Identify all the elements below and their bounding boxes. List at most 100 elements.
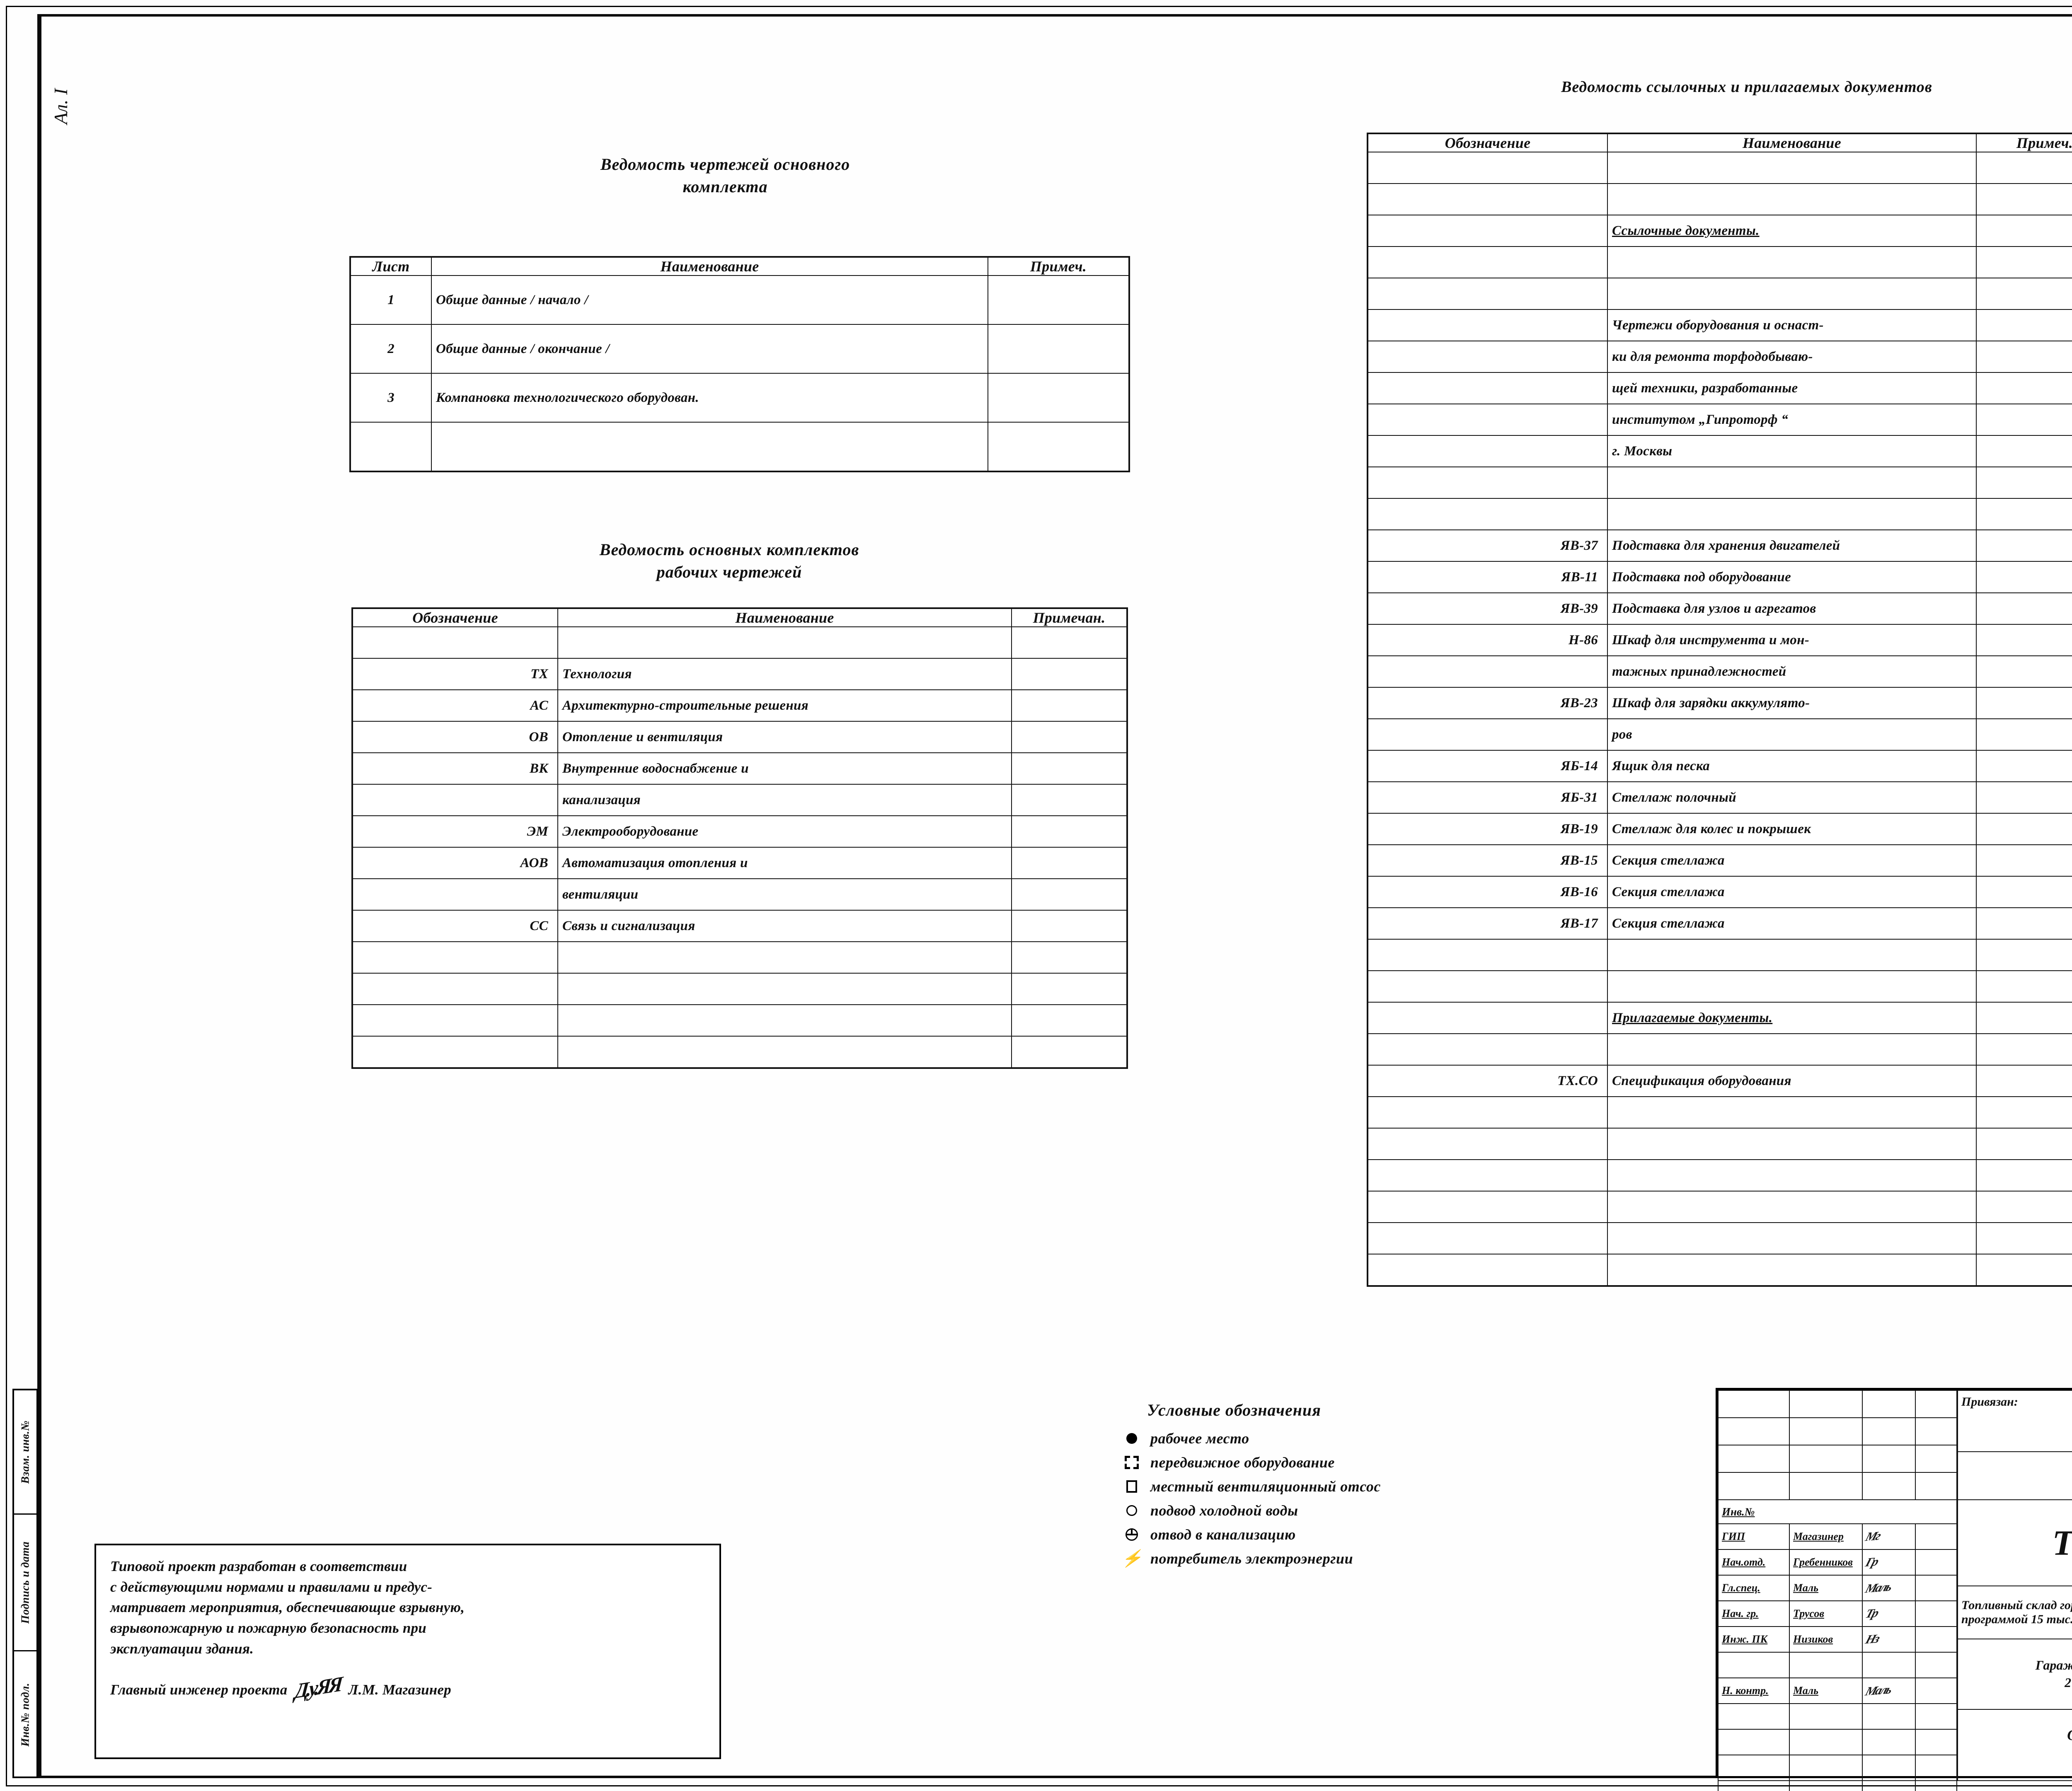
margin-cell-zam-inv: Взам. инв.№ — [14, 1390, 36, 1515]
cell-code — [1368, 1159, 1608, 1192]
legend-label: подвод холодной воды — [1150, 1502, 1298, 1519]
table-row: ВК Внутренние водоснабжение и — [352, 752, 1127, 785]
cell-note — [1976, 624, 2072, 656]
signatory-row: Инж. ПК Низиков Нз — [1718, 1626, 1957, 1653]
table-row: АС Архитектурно-строительные решения — [352, 689, 1127, 722]
table-row: вентиляции — [352, 878, 1127, 911]
cell-name: ров — [1607, 718, 1977, 751]
lightning-bolt-icon: ⚡ — [1121, 1549, 1142, 1568]
table-row — [1368, 466, 2072, 499]
cell-note — [988, 324, 1129, 374]
table-row — [352, 626, 1127, 659]
signatory-row — [1718, 1652, 1957, 1678]
cell-sheet — [1789, 1780, 1863, 1791]
legend-label: местный вентиляционный отсос — [1150, 1478, 1381, 1495]
cell-sheet — [1789, 1703, 1863, 1730]
cell-code — [1368, 939, 1608, 971]
legend-symbol — [1119, 1528, 1145, 1541]
cell-name: Ящик для песка — [1607, 750, 1977, 782]
cell-sheet: 1 — [350, 275, 432, 325]
col-header-note: Примеч. — [1976, 133, 2072, 152]
margin-cell-inv-podl: Инв.№ подл. — [14, 1651, 36, 1778]
table-row: АОВ Автоматизация отопления и — [352, 847, 1127, 879]
cell-code: ЯБ-14 — [1368, 750, 1608, 782]
table-row: щей техники, разработанные — [1368, 372, 2072, 404]
cell-name: институтом „Гипроторф “ — [1607, 404, 1977, 436]
open-square-icon — [1126, 1480, 1137, 1493]
cell-sheet: 2 — [350, 324, 432, 374]
cell-code — [352, 973, 558, 1005]
cell-note — [1976, 718, 2072, 751]
cell-note — [1976, 1222, 2072, 1254]
cell-code: ОВ — [352, 721, 558, 753]
binding-extra-row — [1957, 1451, 2072, 1500]
cell-code — [1368, 1191, 1608, 1223]
building-line-2: 2 автопогрузчика — [2065, 1675, 2072, 1690]
cell-name: Секция стеллажа — [1607, 844, 1977, 877]
note-signature-line: Главный инженер проекта Д.у.ЯЯ Л.М. Мага… — [110, 1672, 705, 1703]
cell-code: ЯВ-23 — [1368, 687, 1608, 719]
signatory-role: Гл.спец. — [1718, 1575, 1790, 1601]
cell-name: вентиляции — [557, 878, 1012, 911]
revision-row — [1718, 1445, 1957, 1473]
cell-name: Компановка технологического оборудован. — [431, 373, 988, 423]
cell-code — [1368, 215, 1608, 247]
table-row — [1368, 939, 2072, 971]
building-name-cell: Гараж на 2 автомашины и 2 автопогрузчика — [1957, 1639, 2072, 1710]
signatory-date — [1915, 1549, 1957, 1576]
cell-note — [1976, 246, 2072, 278]
table-header-row: Лист Наименование Примеч. — [350, 257, 1129, 276]
legend-block: Условные обозначения рабочее место передв… — [1119, 1400, 1666, 1571]
table-working-sets-title: Ведомость основных комплектов рабочих че… — [356, 539, 1102, 583]
binding-label: Привязан: — [1957, 1390, 2072, 1452]
cell-name — [1607, 183, 1977, 215]
cell-note — [1976, 529, 2072, 562]
signatory-row: Нач.отд. Гребенников Гр — [1718, 1549, 1957, 1576]
cell-name: щей техники, разработанные — [1607, 372, 1977, 404]
cell-name — [1607, 1191, 1977, 1223]
table-row: ров — [1368, 718, 2072, 751]
table-row — [1368, 1191, 2072, 1223]
cell-code — [1368, 970, 1608, 1003]
table-row: ЯВ-15 Секция стеллажа — [1368, 844, 2072, 877]
cell-sign — [1915, 1472, 1957, 1500]
cell-note — [1976, 907, 2072, 940]
cell-note — [1976, 844, 2072, 877]
cell-note — [1011, 973, 1127, 1005]
cell-sheet — [1789, 1755, 1863, 1781]
cell-name: Отопление и вентиляция — [557, 721, 1012, 753]
cell-code: СС — [352, 910, 558, 942]
cell-note — [1011, 910, 1127, 942]
cell-name: Стеллаж для колес и покрышек — [1607, 813, 1977, 845]
cell-code: ТХ — [352, 658, 558, 690]
cell-code — [1368, 1222, 1608, 1254]
table-row: ТХ Технология — [352, 658, 1127, 690]
cell-doc — [1862, 1755, 1916, 1781]
signatory-role: ГИП — [1718, 1523, 1790, 1550]
cell-code — [1368, 466, 1608, 499]
cell-code: ЭМ — [352, 815, 558, 848]
revision-row — [1718, 1390, 1957, 1418]
table-row: ЯВ-11 Подставка под оборудование — [1368, 561, 2072, 593]
document-line-2: / начало / — [1961, 1745, 2072, 1764]
signatory-date — [1915, 1652, 1957, 1678]
cell-sign — [1915, 1445, 1957, 1473]
cell-name: Подставка под оборудование — [1607, 561, 1977, 593]
cell-code: ЯВ-16 — [1368, 876, 1608, 908]
signatory-name — [1789, 1652, 1863, 1678]
cell-name: Шкаф для зарядки аккумулято- — [1607, 687, 1977, 719]
cell-code — [1368, 1128, 1608, 1160]
table-reference-docs-title: Ведомость ссылочных и прилагаемых докуме… — [1561, 78, 1932, 96]
object-line-1: Топливный склад гор(рай)топсбыта с годов… — [1961, 1598, 2072, 1612]
cell-note — [988, 422, 1129, 471]
cell-code: ЯБ-31 — [1368, 781, 1608, 814]
cell-note — [1976, 1191, 2072, 1223]
cell-sheet — [1789, 1445, 1863, 1473]
compliance-note-box: Типовой проект разработан в соответствии… — [94, 1544, 721, 1759]
table-working-sets: Обозначение Наименование Примечан. ТХ Тех… — [352, 608, 1127, 1068]
cell-note — [1011, 847, 1127, 879]
title-line-2: комплекта — [683, 177, 768, 196]
cell-change — [1718, 1390, 1790, 1418]
cell-note — [1011, 941, 1127, 974]
legend-label: отвод в канализацию — [1150, 1526, 1296, 1543]
